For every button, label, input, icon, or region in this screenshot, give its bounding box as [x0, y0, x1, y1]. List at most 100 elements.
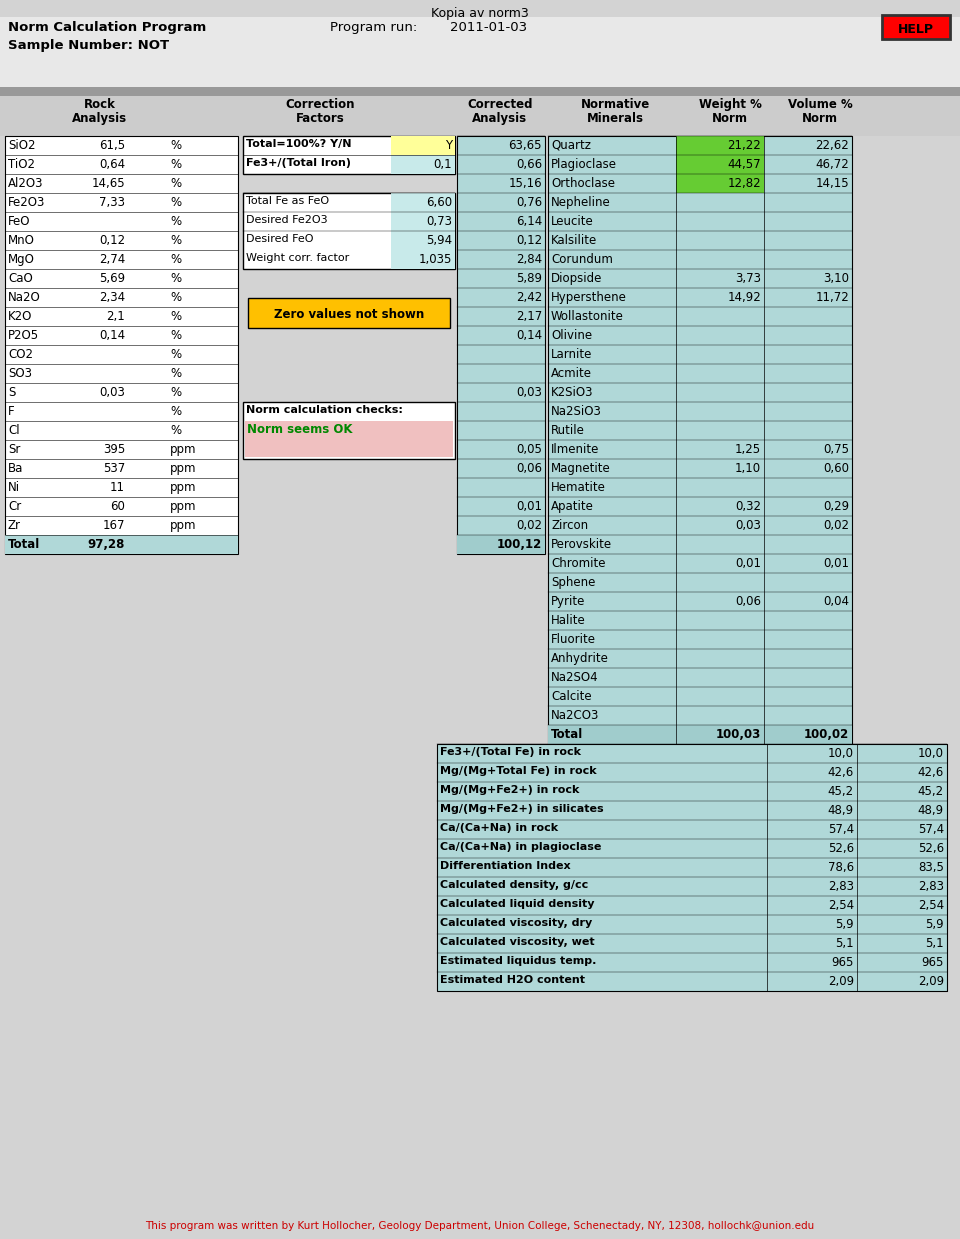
- Text: %: %: [170, 253, 181, 266]
- Text: ppm: ppm: [170, 501, 197, 513]
- Text: 48,9: 48,9: [828, 804, 854, 817]
- Text: %: %: [170, 234, 181, 247]
- Text: 11: 11: [110, 481, 125, 494]
- Text: Mg/(Mg+Fe2+) in rock: Mg/(Mg+Fe2+) in rock: [440, 786, 580, 795]
- Text: 2,09: 2,09: [918, 975, 944, 987]
- Text: Na2SiO3: Na2SiO3: [551, 405, 602, 418]
- Text: 0,12: 0,12: [516, 234, 542, 247]
- Text: %: %: [170, 139, 181, 152]
- Text: 15,16: 15,16: [509, 177, 542, 190]
- Text: Anhydrite: Anhydrite: [551, 652, 609, 665]
- Text: 14,92: 14,92: [728, 291, 761, 304]
- Text: 167: 167: [103, 519, 125, 532]
- Text: Desired FeO: Desired FeO: [246, 234, 314, 244]
- Bar: [391, 212, 455, 230]
- Text: CO2: CO2: [8, 348, 33, 361]
- Text: Mg/(Mg+Fe2+) in silicates: Mg/(Mg+Fe2+) in silicates: [440, 804, 604, 814]
- Text: %: %: [170, 330, 181, 342]
- Text: 0,01: 0,01: [735, 558, 761, 570]
- Text: Volume %: Volume %: [787, 98, 852, 112]
- Text: Hypersthene: Hypersthene: [551, 291, 627, 304]
- Text: 0,02: 0,02: [516, 519, 542, 532]
- Text: Estimated H2O content: Estimated H2O content: [440, 975, 585, 985]
- Text: CaO: CaO: [8, 273, 33, 285]
- Text: Magnetite: Magnetite: [551, 462, 611, 475]
- Text: Factors: Factors: [296, 112, 345, 125]
- Text: 57,4: 57,4: [828, 823, 854, 836]
- Text: Norm calculation checks:: Norm calculation checks:: [246, 405, 403, 415]
- Text: 2,83: 2,83: [828, 880, 854, 893]
- Bar: [248, 297, 450, 328]
- Text: 1,035: 1,035: [419, 253, 452, 266]
- Text: 0,66: 0,66: [516, 159, 542, 171]
- Text: Sphene: Sphene: [551, 576, 595, 589]
- Text: Calcite: Calcite: [551, 690, 591, 703]
- Text: Calculated viscosity, wet: Calculated viscosity, wet: [440, 937, 594, 947]
- Text: 0,75: 0,75: [823, 444, 849, 456]
- Text: Norm Calculation Program: Norm Calculation Program: [8, 21, 206, 33]
- Text: %: %: [170, 273, 181, 285]
- Bar: [0, 87, 960, 95]
- Text: Chromite: Chromite: [551, 558, 606, 570]
- Text: 48,9: 48,9: [918, 804, 944, 817]
- Text: Desired Fe2O3: Desired Fe2O3: [246, 216, 327, 225]
- Text: S: S: [8, 387, 15, 399]
- Text: Calculated density, g/cc: Calculated density, g/cc: [440, 880, 588, 890]
- Text: 0,02: 0,02: [823, 519, 849, 532]
- Text: 3,10: 3,10: [823, 273, 849, 285]
- Text: Plagioclase: Plagioclase: [551, 159, 617, 171]
- Bar: [457, 535, 545, 554]
- Bar: [548, 725, 852, 743]
- Text: 46,72: 46,72: [815, 159, 849, 171]
- Text: Total Fe as FeO: Total Fe as FeO: [246, 196, 329, 206]
- Text: ppm: ppm: [170, 444, 197, 456]
- Text: Orthoclase: Orthoclase: [551, 177, 615, 190]
- Text: 0,64: 0,64: [99, 159, 125, 171]
- Text: 537: 537: [103, 462, 125, 475]
- Text: 2,17: 2,17: [516, 310, 542, 323]
- Text: Corrected: Corrected: [468, 98, 533, 112]
- Text: Normative: Normative: [581, 98, 650, 112]
- Text: 45,2: 45,2: [828, 786, 854, 798]
- Text: Zr: Zr: [8, 519, 21, 532]
- Text: Cr: Cr: [8, 501, 21, 513]
- Text: Na2CO3: Na2CO3: [551, 709, 599, 722]
- Text: 57,4: 57,4: [918, 823, 944, 836]
- Text: Total=100%? Y/N: Total=100%? Y/N: [246, 139, 351, 149]
- Text: Total: Total: [8, 538, 40, 551]
- Text: Hematite: Hematite: [551, 481, 606, 494]
- Text: Diopside: Diopside: [551, 273, 602, 285]
- Text: 2,54: 2,54: [828, 900, 854, 912]
- Text: 52,6: 52,6: [828, 843, 854, 855]
- Text: 965: 965: [831, 957, 854, 969]
- Text: MgO: MgO: [8, 253, 35, 266]
- Text: 0,14: 0,14: [516, 330, 542, 342]
- Text: 965: 965: [922, 957, 944, 969]
- Text: 52,6: 52,6: [918, 843, 944, 855]
- Text: 0,12: 0,12: [99, 234, 125, 247]
- Text: %: %: [170, 348, 181, 361]
- Bar: [676, 173, 764, 193]
- Text: 44,57: 44,57: [728, 159, 761, 171]
- Text: K2O: K2O: [8, 310, 33, 323]
- Text: Differentiation Index: Differentiation Index: [440, 861, 570, 871]
- Text: 10,0: 10,0: [918, 747, 944, 760]
- Text: ppm: ppm: [170, 481, 197, 494]
- Text: %: %: [170, 367, 181, 380]
- Text: 21,22: 21,22: [728, 139, 761, 152]
- Text: Analysis: Analysis: [472, 112, 528, 125]
- Bar: [676, 136, 764, 155]
- Text: P2O5: P2O5: [8, 330, 39, 342]
- Text: Leucite: Leucite: [551, 216, 593, 228]
- Text: 2,84: 2,84: [516, 253, 542, 266]
- Text: %: %: [170, 291, 181, 304]
- Text: 0,76: 0,76: [516, 196, 542, 209]
- Text: Pyrite: Pyrite: [551, 595, 586, 608]
- Text: 97,28: 97,28: [87, 538, 125, 551]
- Text: SO3: SO3: [8, 367, 32, 380]
- Text: 5,9: 5,9: [925, 918, 944, 930]
- Text: 1,10: 1,10: [734, 462, 761, 475]
- Text: 42,6: 42,6: [918, 766, 944, 779]
- Text: 0,1: 0,1: [433, 159, 452, 171]
- Text: 7,33: 7,33: [99, 196, 125, 209]
